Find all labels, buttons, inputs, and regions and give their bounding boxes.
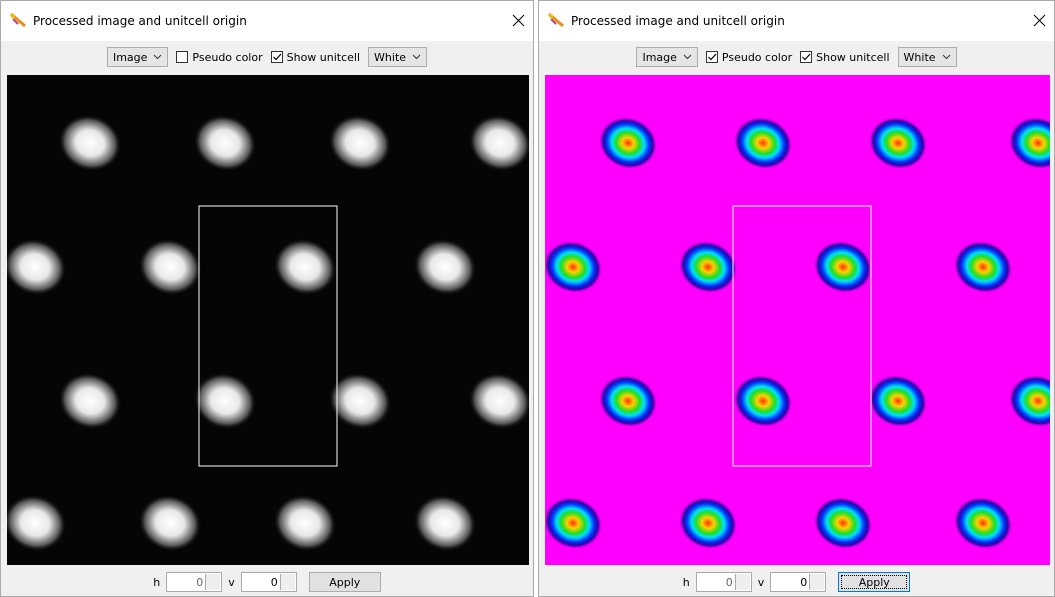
title-bar: Processed image and unitcell origin — [1, 1, 533, 41]
v-label: v — [758, 576, 765, 589]
checkbox-label: Pseudo color — [722, 51, 792, 64]
mode-value: Image — [642, 51, 676, 64]
mode-dropdown[interactable]: Image — [107, 47, 168, 67]
checkbox — [706, 51, 718, 63]
color-value: White — [374, 51, 406, 64]
h-spinbox[interactable]: 0 — [696, 572, 752, 592]
checkbox-label: Show unitcell — [816, 51, 889, 64]
window-title: Processed image and unitcell origin — [33, 14, 247, 28]
apply-label: Apply — [859, 576, 890, 589]
dropdown-arrow — [412, 54, 421, 60]
apply-button[interactable]: Apply — [309, 572, 381, 592]
checkbox — [176, 51, 188, 63]
checkbox-label: Pseudo color — [192, 51, 262, 64]
window: Processed image and unitcell origin Imag… — [538, 0, 1055, 597]
close-button[interactable] — [512, 14, 525, 27]
dropdown-arrow — [153, 54, 162, 60]
checkmark — [801, 52, 811, 62]
show-unitcell-checkbox[interactable]: Show unitcell — [800, 51, 889, 64]
toolbar: Image Pseudo color Show unitcell White — [539, 45, 1054, 69]
app-icon — [547, 12, 565, 28]
spin-arrows[interactable] — [735, 574, 750, 590]
color-dropdown[interactable]: White — [898, 47, 957, 67]
dropdown-arrow — [942, 54, 951, 60]
checkbox — [800, 51, 812, 63]
v-spinbox[interactable]: 0 — [241, 572, 297, 592]
v-value: 0 — [800, 576, 807, 589]
h-value: 0 — [196, 576, 203, 589]
h-label: h — [153, 576, 160, 589]
h-spinbox[interactable]: 0 — [166, 572, 222, 592]
color-dropdown[interactable]: White — [368, 47, 427, 67]
app-icon — [9, 12, 27, 28]
toolbar: Image Pseudo color Show unitcell White — [1, 45, 533, 69]
spin-arrows[interactable] — [280, 574, 295, 590]
footer: h 0 v 0 Apply — [1, 569, 533, 595]
mode-value: Image — [113, 51, 147, 64]
title-bar: Processed image and unitcell origin — [539, 1, 1054, 41]
dropdown-arrow — [683, 54, 692, 60]
close-button[interactable] — [1033, 14, 1046, 27]
spin-arrows[interactable] — [205, 574, 220, 590]
v-label: v — [228, 576, 235, 589]
apply-button[interactable]: Apply — [838, 572, 910, 592]
checkbox-label: Show unitcell — [287, 51, 360, 64]
checkmark — [707, 52, 717, 62]
processed-image — [545, 75, 1050, 565]
spin-arrows[interactable] — [809, 574, 824, 590]
processed-image — [7, 75, 529, 565]
checkbox — [271, 51, 283, 63]
mode-dropdown[interactable]: Image — [636, 47, 697, 67]
pseudo-color-checkbox[interactable]: Pseudo color — [706, 51, 792, 64]
h-value: 0 — [726, 576, 733, 589]
window-title: Processed image and unitcell origin — [571, 14, 785, 28]
show-unitcell-checkbox[interactable]: Show unitcell — [271, 51, 360, 64]
h-label: h — [683, 576, 690, 589]
v-value: 0 — [271, 576, 278, 589]
pseudo-color-checkbox[interactable]: Pseudo color — [176, 51, 262, 64]
v-spinbox[interactable]: 0 — [770, 572, 826, 592]
page: Processed image and unitcell origin Imag… — [0, 0, 1055, 597]
footer: h 0 v 0 Apply — [539, 569, 1054, 595]
color-value: White — [904, 51, 936, 64]
apply-label: Apply — [329, 576, 360, 589]
checkmark — [272, 52, 282, 62]
window: Processed image and unitcell origin Imag… — [0, 0, 534, 597]
